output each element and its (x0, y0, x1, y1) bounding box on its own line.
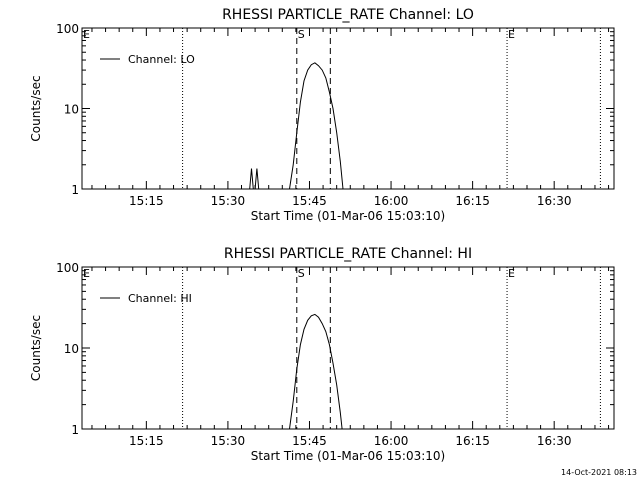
event-marker-label: E (83, 28, 90, 41)
x-tick-label: 15:45 (292, 194, 327, 208)
event-marker-label: E (83, 267, 90, 280)
event-marker-label: E (508, 267, 515, 280)
y-tick-label: 100 (56, 22, 79, 36)
y-tick-label: 100 (56, 261, 79, 275)
y-axis-label: Counts/sec (29, 315, 43, 381)
chart-title: RHESSI PARTICLE_RATE Channel: HI (224, 246, 472, 262)
x-axis-label: Start Time (01-Mar-06 15:03:10) (251, 449, 445, 463)
chart-title: RHESSI PARTICLE_RATE Channel: LO (222, 7, 474, 23)
legend-label: Channel: LO (128, 53, 195, 66)
timestamp-label: 14-Oct-2021 08:13 (561, 468, 637, 477)
x-tick-label: 15:15 (129, 194, 164, 208)
y-tick-label: 1 (71, 423, 79, 437)
series-line (249, 168, 254, 190)
x-tick-label: 15:45 (292, 434, 327, 448)
chart-panel-1: RHESSI PARTICLE_RATE Channel: LO 1 10 100 15… (29, 7, 615, 223)
x-tick-label: 16:00 (374, 434, 409, 448)
y-tick-label: 1 (71, 183, 79, 197)
event-marker-label: S (298, 28, 305, 41)
legend-label: Channel: HI (128, 292, 192, 305)
x-tick-label: 16:30 (537, 434, 572, 448)
x-tick-label: 15:30 (211, 194, 246, 208)
x-tick-label: 16:15 (455, 434, 490, 448)
y-tick-label: 10 (64, 342, 79, 356)
x-tick-label: 16:30 (537, 194, 572, 208)
x-tick-label: 16:15 (455, 194, 490, 208)
y-tick-label: 10 (64, 103, 79, 117)
event-marker-label: E (508, 28, 515, 41)
x-tick-label: 15:15 (129, 434, 164, 448)
chart-panel-2: RHESSI PARTICLE_RATE Channel: HI 1 10 100 15… (29, 246, 615, 463)
x-tick-label: 16:00 (374, 194, 409, 208)
event-marker-label: S (298, 267, 305, 280)
series-line (254, 168, 260, 190)
series-line (289, 313, 343, 430)
series-line (289, 62, 344, 190)
x-axis-label: Start Time (01-Mar-06 15:03:10) (251, 209, 445, 223)
x-tick-label: 15:30 (211, 434, 246, 448)
y-axis-label: Counts/sec (29, 75, 43, 141)
